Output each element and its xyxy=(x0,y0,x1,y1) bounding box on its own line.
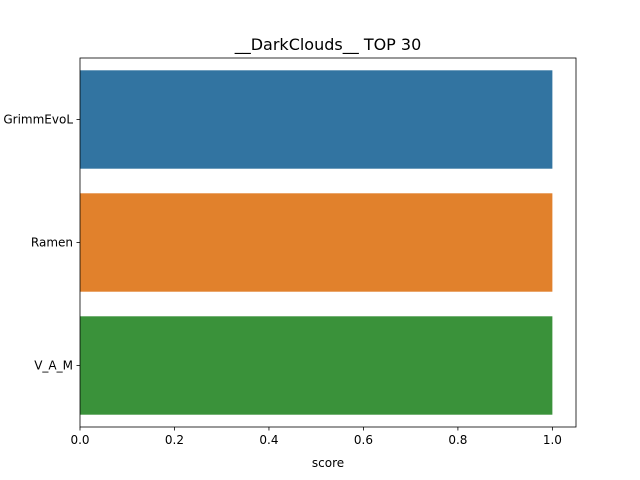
bar xyxy=(80,193,553,292)
y-tick-label: GrimmEvoL xyxy=(3,113,73,127)
bar xyxy=(80,70,553,169)
plot-area: GrimmEvoL Ramen V_A_M 0.0 0.2 0.4 0.6 0.8 1.0 xyxy=(3,57,577,447)
y-tick-label: V_A_M xyxy=(34,359,73,373)
x-tick-label: 0.4 xyxy=(259,433,278,447)
bar xyxy=(80,316,553,415)
axes-frame xyxy=(79,57,577,428)
x-axis-label: score xyxy=(312,456,344,470)
x-tick-label: 0.6 xyxy=(354,433,373,447)
x-tick-label: 1.0 xyxy=(543,433,562,447)
x-tick-label: 0.8 xyxy=(448,433,467,447)
chart-title: __DarkClouds__ TOP 30 xyxy=(234,35,422,55)
x-tick-label: 0.0 xyxy=(70,433,89,447)
x-tick-label: 0.2 xyxy=(165,433,184,447)
y-tick-label: Ramen xyxy=(31,236,73,250)
